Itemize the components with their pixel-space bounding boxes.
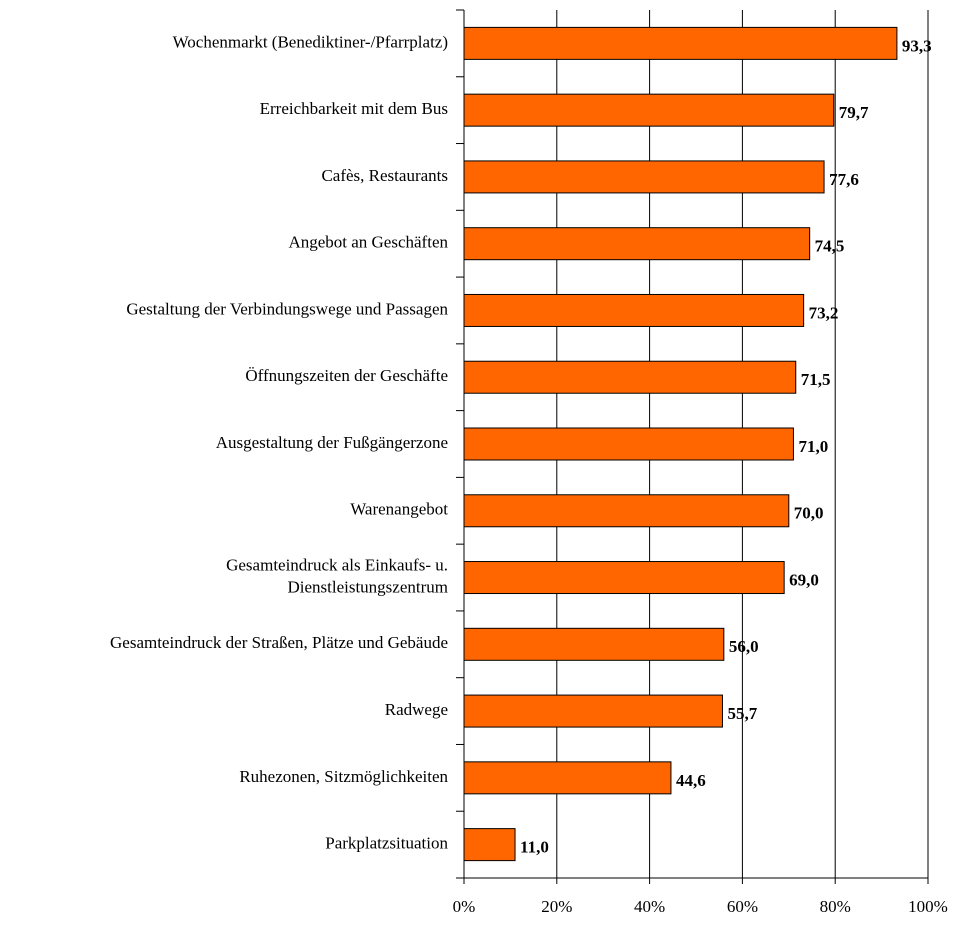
- bar: [463, 561, 785, 595]
- bar: [463, 227, 811, 261]
- y-tick-label: Parkplatzsituation: [325, 834, 448, 853]
- value-label: 93,3: [902, 36, 932, 55]
- x-tick-label: 80%: [820, 897, 851, 916]
- value-label: 11,0: [520, 838, 549, 857]
- value-label: 79,7: [839, 103, 869, 122]
- x-tick-label: 60%: [727, 897, 758, 916]
- y-tick-label: Öffnungszeiten der Geschäfte: [245, 366, 448, 385]
- value-label: 56,0: [729, 637, 759, 656]
- value-label: 71,0: [798, 437, 828, 456]
- bar: [463, 761, 672, 795]
- bar: [463, 494, 790, 528]
- bar: [463, 93, 835, 127]
- y-tick-label: Radwege: [385, 700, 448, 719]
- bar: [463, 828, 516, 862]
- x-tick-label: 0%: [453, 897, 476, 916]
- y-tick-label: Cafès, Restaurants: [321, 166, 448, 185]
- value-label: 70,0: [794, 504, 824, 523]
- value-label: 44,6: [676, 771, 706, 790]
- x-tick-label: 100%: [908, 897, 948, 916]
- y-tick-label: Ruhezonen, Sitzmöglichkeiten: [239, 767, 448, 786]
- y-tick-label: Angebot an Geschäften: [288, 233, 448, 252]
- y-tick-label: Gesamteindruck als Einkaufs- u. Dienstlei…: [226, 555, 448, 596]
- y-tick-label: Ausgestaltung der Fußgängerzone: [216, 433, 448, 452]
- y-tick-label: Gesamteindruck der Straßen, Plätze und G…: [110, 633, 448, 652]
- bar: [463, 26, 898, 60]
- bar: [463, 160, 825, 194]
- bar: [463, 627, 725, 661]
- value-label: 74,5: [815, 237, 845, 256]
- bar: [463, 293, 805, 327]
- x-tick-label: 20%: [541, 897, 572, 916]
- value-label: 69,0: [789, 570, 819, 589]
- y-tick-label: Erreichbarkeit mit dem Bus: [260, 99, 448, 118]
- value-label: 77,6: [829, 170, 859, 189]
- value-label: 73,2: [809, 303, 839, 322]
- y-tick-label: Gestaltung der Verbindungswege und Passa…: [126, 299, 448, 318]
- y-tick-label: Wochenmarkt (Benediktiner-/Pfarrplatz): [173, 32, 448, 51]
- bar: [463, 360, 797, 394]
- value-label: 55,7: [727, 704, 757, 723]
- y-tick-label: Warenangebot: [350, 500, 448, 519]
- x-tick-label: 40%: [634, 897, 665, 916]
- bar: [463, 427, 794, 461]
- value-label: 71,5: [801, 370, 831, 389]
- bar: [463, 694, 723, 728]
